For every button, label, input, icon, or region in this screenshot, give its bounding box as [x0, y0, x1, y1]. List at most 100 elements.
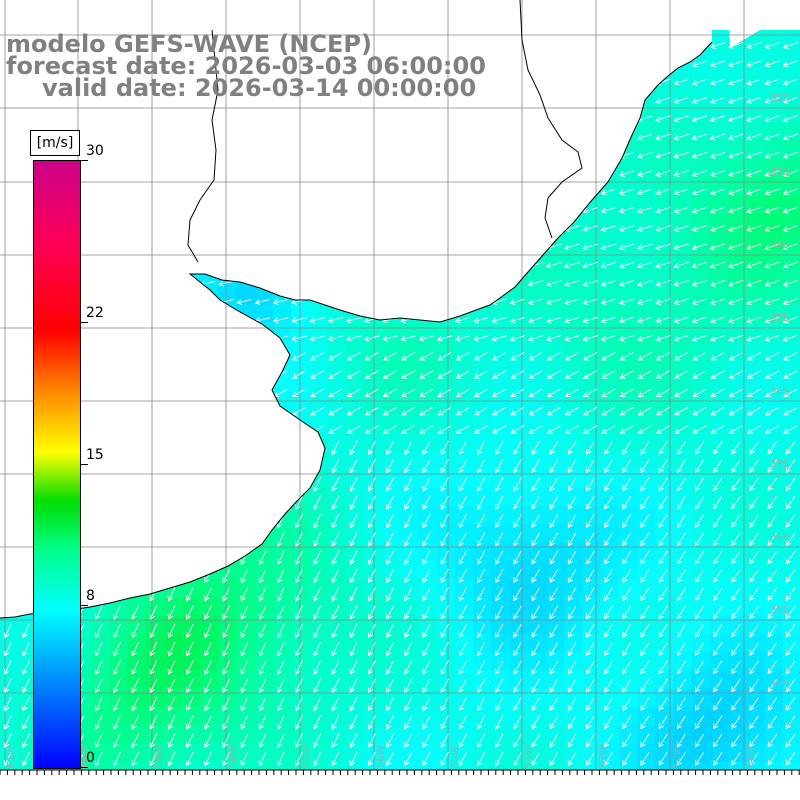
wind-cell: [0, 633, 19, 653]
wind-cell: [327, 524, 347, 543]
wind-cell: [728, 286, 747, 306]
wind-arrow: [782, 41, 798, 49]
wind-cell: [655, 158, 674, 177]
wind-arrow: [728, 170, 744, 178]
wind-arrow: [749, 679, 759, 693]
wind-arrow: [455, 406, 470, 416]
wind-arrow: [692, 406, 707, 416]
wind-cell: [382, 359, 401, 379]
wind-cell: [637, 304, 656, 324]
wind-cell: [491, 579, 511, 598]
wind-arrow: [549, 514, 559, 529]
wind-cell: [673, 670, 693, 690]
wind-cell: [637, 286, 656, 306]
wind-arrow: [495, 733, 504, 748]
wind-arrow: [276, 605, 285, 620]
wind-cell: [109, 725, 128, 745]
wind-arrow: [604, 660, 613, 675]
wind-cell: [254, 633, 274, 653]
wind-cell: [364, 579, 383, 598]
wind-cell: [473, 688, 492, 708]
wind-cell: [728, 597, 747, 617]
wind-cell: [709, 158, 729, 177]
wind-arrow: [313, 696, 322, 712]
wind-cell: [527, 432, 547, 452]
wind-arrow: [618, 170, 635, 177]
wind-arrow: [676, 642, 686, 656]
wind-arrow: [382, 352, 397, 361]
wind-cell: [309, 688, 329, 708]
wind-arrow: [3, 623, 12, 639]
wind-arrow: [783, 388, 798, 397]
wind-cell: [163, 707, 183, 726]
wind-cell: [709, 139, 729, 159]
wind-arrow: [404, 568, 413, 584]
wind-arrow: [691, 115, 707, 123]
wind-arrow: [204, 715, 212, 730]
wind-cell: [746, 194, 765, 214]
wind-arrow: [564, 261, 580, 269]
wind-arrow: [204, 678, 212, 694]
wind-arrow: [731, 569, 741, 583]
lat-label: 38S: [770, 532, 789, 543]
wind-cell: [691, 158, 711, 177]
wind-arrow: [582, 261, 598, 269]
wind-cell: [491, 469, 511, 489]
wind-arrow: [782, 133, 798, 141]
wind-arrow: [713, 587, 723, 602]
wind-arrow: [749, 660, 759, 675]
wind-cell: [382, 579, 401, 598]
lat-label: 36S: [770, 386, 789, 397]
wind-arrow: [713, 733, 723, 748]
lon-label: 51W: [746, 745, 757, 768]
wind-cell: [691, 121, 711, 141]
wind-cell: [400, 322, 420, 342]
wind-cell: [546, 579, 565, 598]
wind-arrow: [404, 513, 413, 529]
wind-arrow: [640, 605, 650, 620]
wind-cell: [436, 688, 456, 708]
wind-cell: [546, 707, 565, 726]
wind-arrow: [276, 660, 285, 675]
wind-arrow: [691, 280, 707, 287]
wind-arrow: [218, 280, 234, 287]
wind-arrow: [458, 623, 467, 638]
wind-cell: [600, 267, 620, 287]
wind-arrow: [583, 370, 598, 379]
wind-arrow: [513, 660, 522, 675]
wind-arrow: [331, 641, 340, 657]
wind-arrow: [276, 715, 285, 730]
wind-cell: [182, 597, 201, 617]
wind-arrow: [531, 495, 540, 510]
wind-cell: [527, 542, 547, 562]
wind-arrow: [783, 406, 798, 416]
wind-cell: [345, 743, 365, 763]
wind-cell: [509, 469, 529, 489]
wind-arrow: [546, 425, 561, 434]
wind-cell: [746, 670, 765, 690]
title-model: modelo GEFS-WAVE (NCEP): [6, 30, 372, 58]
wind-arrow: [346, 388, 361, 397]
wind-cell: [728, 579, 747, 598]
wind-arrow: [440, 623, 449, 638]
wind-cell: [109, 670, 128, 690]
wind-cell: [327, 560, 347, 580]
wind-cell: [345, 341, 365, 360]
wind-arrow: [655, 188, 671, 196]
wind-arrow: [564, 280, 580, 287]
wind-arrow: [582, 298, 598, 306]
wind-cell: [455, 542, 474, 562]
wind-arrow: [764, 243, 780, 251]
wind-arrow: [385, 715, 395, 730]
wind-arrow: [567, 660, 577, 675]
wind-cell: [564, 615, 583, 635]
wind-arrow: [604, 459, 613, 474]
wind-arrow: [618, 316, 635, 324]
wind-cell: [655, 304, 674, 324]
wind-cell: [473, 707, 492, 726]
wind-cell: [436, 322, 456, 342]
wind-cell: [345, 377, 365, 397]
wind-arrow: [713, 697, 723, 711]
wind-cell: [600, 414, 620, 434]
